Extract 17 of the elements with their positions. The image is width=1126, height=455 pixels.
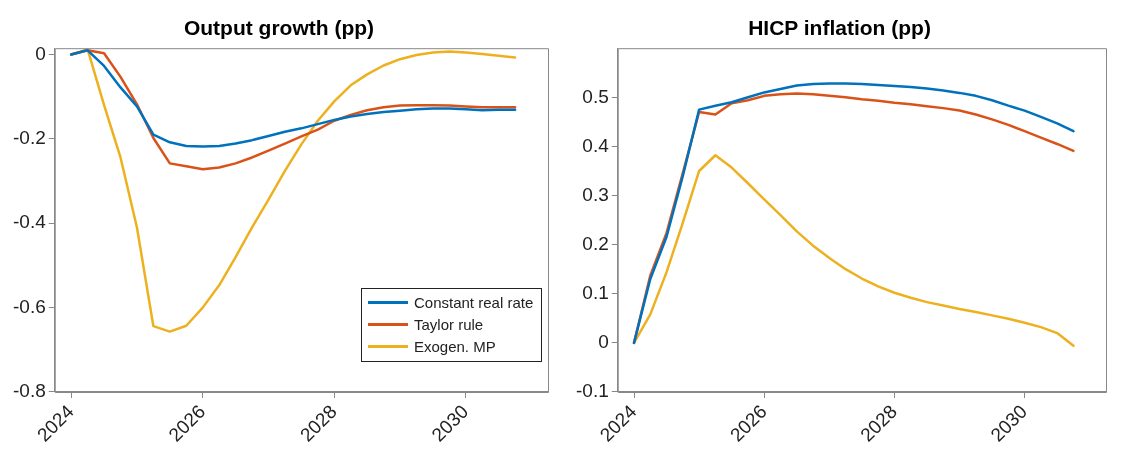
y-tick-label: -0.6 (12, 295, 46, 317)
legend-label: Constant real rate (414, 294, 534, 312)
y-tick-label: 0 (35, 42, 46, 64)
y-tick-label: 0.2 (582, 232, 609, 254)
y-tick-label: -0.1 (575, 380, 609, 402)
y-tick-label: 0.3 (582, 183, 609, 205)
y-tick-label: -0.8 (12, 380, 46, 402)
y-tick-label: 0 (598, 331, 609, 353)
legend-label: Taylor rule (414, 316, 484, 334)
chart-title: Output growth (pp) (183, 16, 375, 40)
y-tick-label: 0.1 (582, 282, 609, 303)
y-tick-label: 0.5 (582, 85, 609, 107)
y-tick-label: 0.4 (582, 134, 610, 156)
y-tick-label: -0.4 (12, 211, 47, 233)
legend-label: Exogen. MP (414, 338, 496, 356)
chart-title: HICP inflation (pp) (748, 16, 931, 40)
y-tick-label: -0.2 (12, 127, 46, 149)
